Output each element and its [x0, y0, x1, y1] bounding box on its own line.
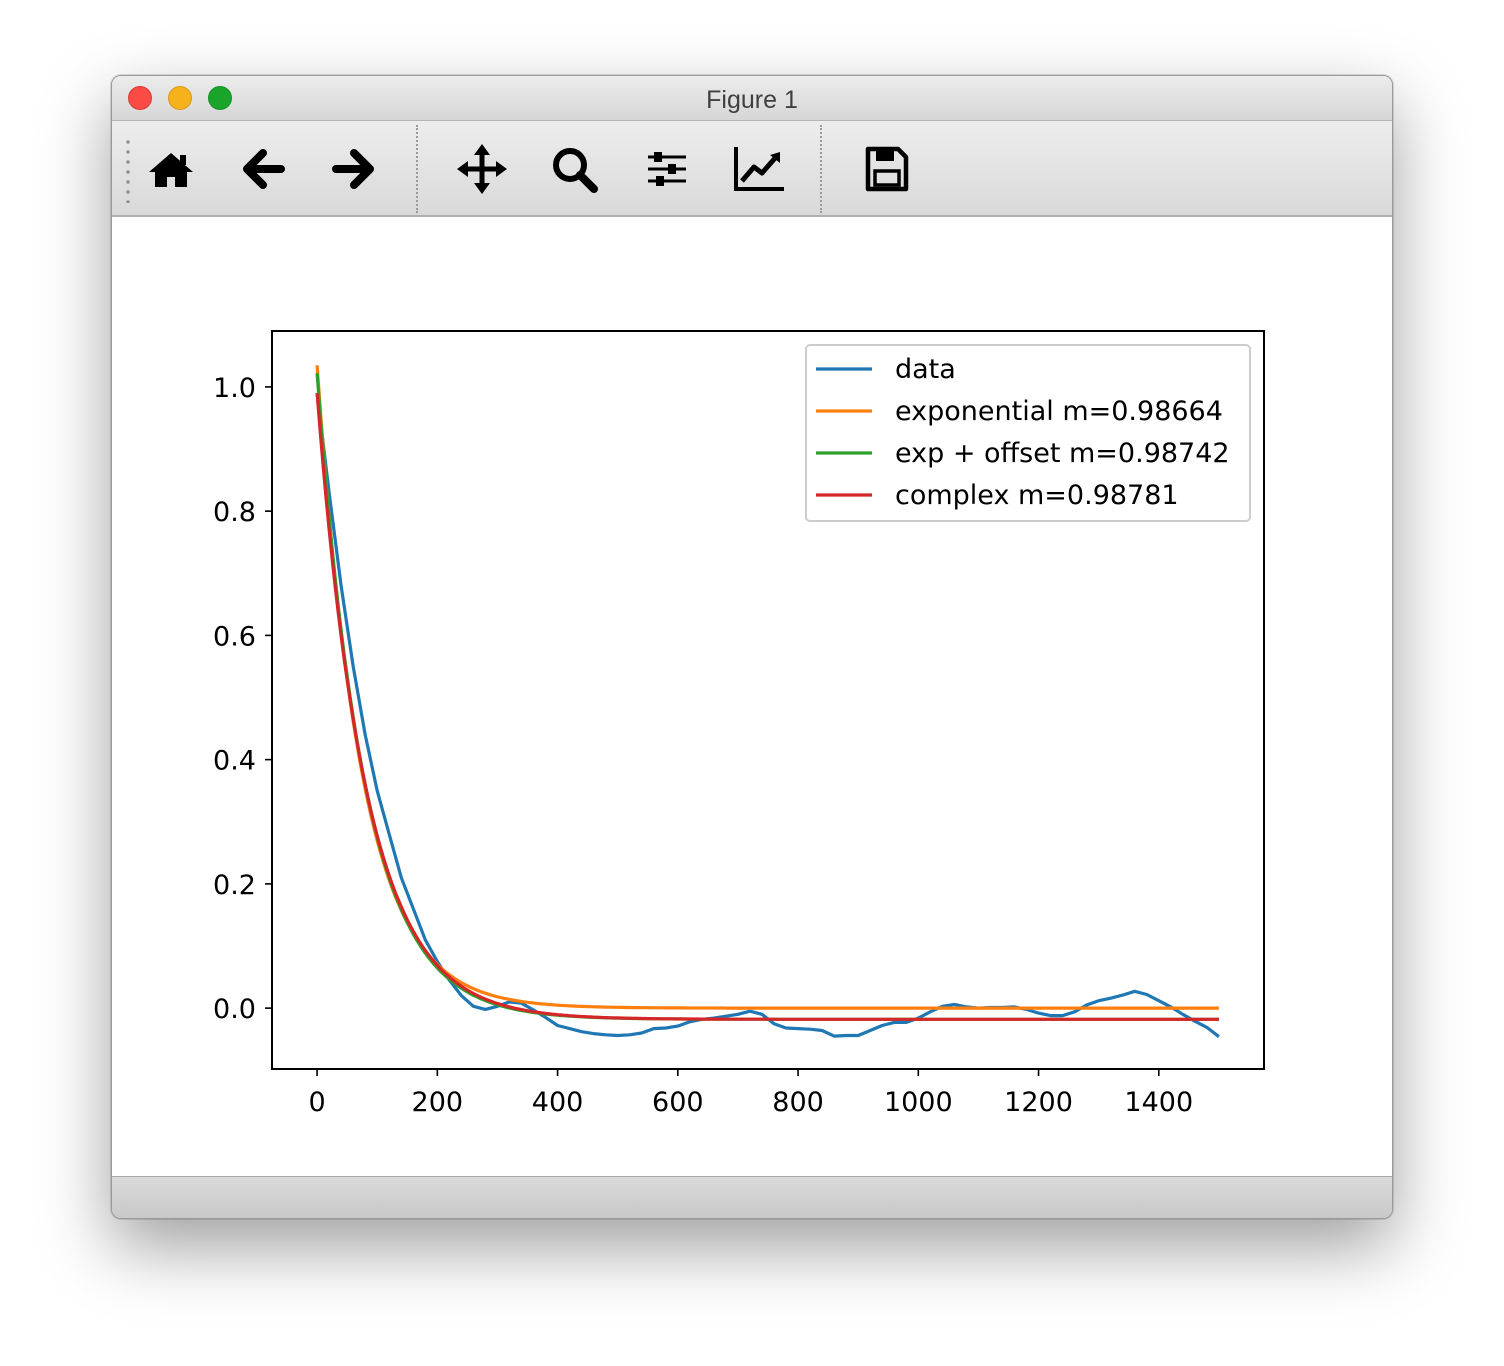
x-tick-label: 200	[412, 1087, 464, 1118]
status-bar	[112, 1176, 1392, 1218]
back-button[interactable]	[233, 139, 293, 199]
series-line-1	[315, 365, 1219, 1010]
window-title: Figure 1	[706, 86, 798, 114]
zoom-button[interactable]	[544, 139, 604, 199]
y-tick-label: 0.8	[213, 497, 256, 528]
save-button[interactable]	[856, 139, 916, 199]
y-tick-label: 0.0	[213, 994, 256, 1025]
x-tick-label: 1200	[1004, 1087, 1073, 1118]
sliders-icon	[648, 152, 686, 186]
legend-label: exponential m=0.98664	[895, 396, 1223, 427]
home-button[interactable]	[141, 139, 201, 199]
axis-ticks: 0 200 400 600 800 1000 1200 1400 0.0 0.2 0.4 0.6 0.8…	[213, 373, 1193, 1118]
magnifier-icon	[553, 148, 598, 193]
pan-button[interactable]	[452, 139, 512, 199]
toolbar-grip[interactable]	[126, 137, 130, 203]
legend-label: complex m=0.98781	[895, 480, 1179, 511]
floppy-disk-icon	[865, 146, 909, 192]
toolbar-separator	[820, 125, 822, 213]
figure-canvas[interactable]: 0 200 400 600 800 1000 1200 1400 0.0 0.2 0.4 0.6 0.8…	[112, 217, 1392, 1177]
series-line-3	[315, 392, 1219, 1021]
plot-area[interactable]: 0 200 400 600 800 1000 1200 1400 0.0 0.2 0.4 0.6 0.8…	[112, 217, 1392, 1177]
toolbar-separator	[416, 125, 418, 213]
move-icon	[457, 144, 507, 194]
forward-button[interactable]	[324, 139, 384, 199]
x-tick-label: 1400	[1124, 1087, 1193, 1118]
x-tick-label: 1000	[884, 1087, 953, 1118]
navigation-toolbar	[112, 121, 1392, 217]
close-window-button[interactable]	[128, 86, 152, 110]
edit-axis-button[interactable]	[728, 139, 788, 199]
y-tick-label: 1.0	[213, 373, 256, 404]
x-tick-label: 600	[652, 1087, 704, 1118]
axes-frame	[271, 330, 1265, 1070]
line-chart-icon	[734, 147, 784, 191]
zoom-window-button[interactable]	[208, 86, 232, 110]
x-tick-label: 400	[532, 1087, 584, 1118]
title-bar[interactable]: Figure 1	[112, 76, 1392, 121]
arrow-right-icon	[332, 149, 374, 189]
x-tick-label: 800	[772, 1087, 824, 1118]
legend-label: exp + offset m=0.98742	[895, 438, 1230, 469]
y-tick-label: 0.4	[213, 746, 256, 777]
series-lines	[315, 365, 1220, 1038]
legend: data exponential m=0.98664 exp + offset m=…	[805, 344, 1251, 522]
legend-box	[805, 344, 1251, 522]
arrow-left-icon	[243, 149, 285, 189]
figure-window: Figure 1	[111, 75, 1393, 1219]
y-tick-label: 0.2	[213, 870, 256, 901]
configure-subplots-button[interactable]	[636, 139, 696, 199]
x-tick-label: 0	[308, 1087, 325, 1118]
minimize-window-button[interactable]	[168, 86, 192, 110]
home-icon	[149, 153, 193, 187]
legend-label: data	[895, 354, 956, 385]
y-tick-label: 0.6	[213, 621, 256, 652]
